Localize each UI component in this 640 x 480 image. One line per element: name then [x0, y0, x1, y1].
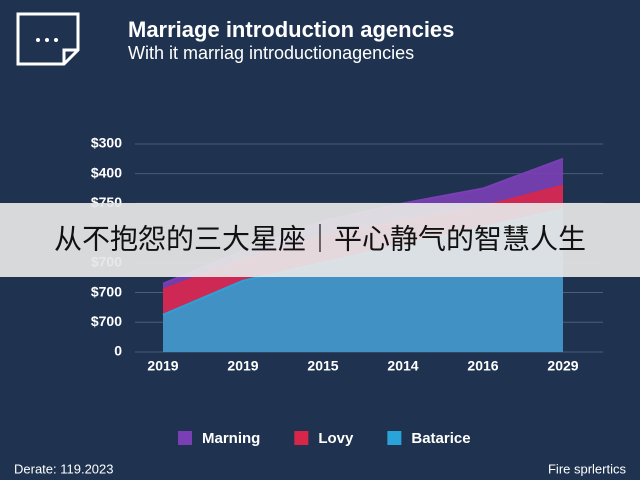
legend-swatch	[387, 431, 402, 445]
footer-left: Derate: 119.2023	[14, 461, 114, 476]
legend-swatch	[178, 431, 192, 445]
chart-title: Marriage introduction agencies	[128, 17, 454, 42]
banner-text: 从不抱怨的三大星座｜平心静气的智慧人生	[54, 223, 586, 254]
x-tick-label: 2015	[307, 358, 338, 374]
legend-label: Marning	[202, 430, 260, 447]
y-tick-label: $700	[91, 283, 122, 299]
y-tick-label: 0	[114, 343, 122, 359]
x-tick-label: 2019	[147, 358, 178, 374]
banner	[0, 203, 640, 277]
legend-label: Lovy	[318, 430, 354, 447]
legend-swatch	[294, 431, 309, 445]
y-tick-label: $700	[91, 313, 122, 329]
y-tick-label: $400	[91, 164, 122, 180]
y-tick-label: $300	[91, 135, 122, 151]
icon	[16, 12, 80, 66]
x-tick-label: 2019	[227, 358, 258, 374]
footer-right: Fire sprlertics	[548, 461, 627, 476]
x-tick-label: 2016	[467, 358, 498, 374]
legend-label: Batarice	[411, 430, 470, 447]
x-tick-label: 2014	[387, 358, 418, 374]
x-tick-label: 2029	[547, 358, 578, 374]
chart-subtitle: With it marriag introductionagencies	[128, 43, 414, 63]
legend: Marning Lovy Batarice	[178, 430, 471, 447]
